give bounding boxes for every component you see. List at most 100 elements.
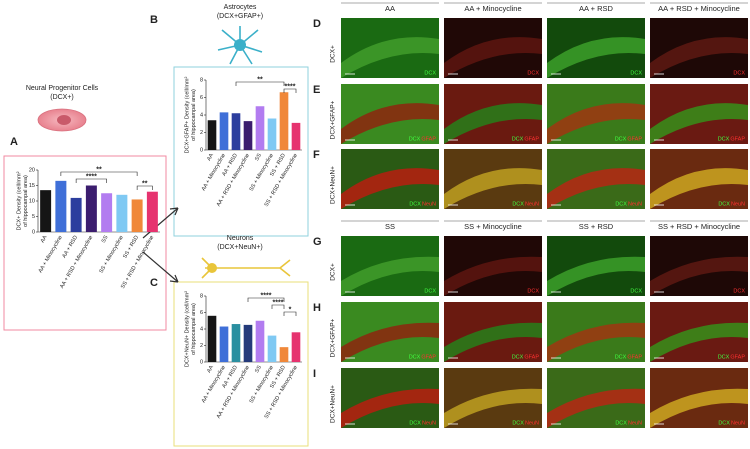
significance-label: ** [96,166,102,173]
row-letter: H [313,302,321,314]
micrograph: DCX [444,18,542,78]
stain-label: DCX [718,136,730,142]
panel-letter: B [150,14,158,26]
bar [146,191,158,232]
y-tick-label: 15 [29,183,35,189]
x-tick-label: SS [254,364,263,374]
astrocyte-body [234,39,246,51]
y-tick-label: 0 [200,147,203,153]
bar [243,324,253,362]
significance-label: ** [142,180,148,187]
bar [70,197,82,232]
stain-label: DCX [424,288,436,294]
stain-label: DCX [409,201,421,207]
tissue-layer [341,37,439,78]
stain-label: DCX [512,136,524,142]
significance-bracket [247,297,285,302]
tissue-layer [547,322,645,362]
column-header: SS + RSD + Minocycline [658,222,740,231]
tissue-layer [547,37,645,78]
micrograph: DCX [650,236,748,296]
stain-label: DCX [630,70,642,76]
bar [219,112,229,150]
tissue-layer [650,388,748,428]
bar [131,199,143,232]
tissue-layer [547,168,645,209]
column-header: SS + Minocycline [464,222,522,231]
significance-label: **** [86,173,97,180]
bar [255,320,265,362]
tissue-layer [341,256,439,296]
row-label: DCX+GFAP+ [330,100,337,139]
bar [279,347,289,362]
bar [279,92,289,150]
tissue-layer [444,322,542,362]
stain-label: GFAP [524,354,539,360]
significance-bracket [271,304,285,309]
x-tick-label: SS [101,234,110,244]
tissue-layer [547,388,645,428]
row-letter: G [313,236,322,248]
stain-label: GFAP [524,136,539,142]
tissue-layer [444,388,542,428]
tissue-layer [650,322,748,362]
row-label: DCX+ [330,263,337,281]
x-tick-label: AA [206,152,215,162]
stain-label: GFAP [421,136,436,142]
stain-label: NeuN [525,201,539,207]
tissue-layer [341,168,439,209]
row-label: DCX+NeuN+ [330,166,337,204]
bar [219,326,229,362]
stain-label: DCX [718,201,730,207]
significance-bracket [283,88,297,93]
significance-label: * [289,306,292,313]
significance-bracket [75,178,107,183]
stain-label: GFAP [730,136,745,142]
bar [207,120,217,150]
column-header: AA [385,4,395,13]
panel-title: (DCX+) [50,94,74,101]
stain-label: DCX [718,354,730,360]
significance-label: ** [257,76,263,83]
stain-label: DCX [615,136,627,142]
y-tick-label: 4 [200,112,203,118]
stain-label: NeuN [422,420,436,426]
y-tick-label: 8 [200,293,203,299]
stain-label: NeuN [628,201,642,207]
panel-title: (DCX+NeuN+) [217,244,263,251]
tissue-layer [444,256,542,296]
y-tick-label: 6 [200,310,203,316]
tissue-layer [650,168,748,209]
row-letter: I [313,368,316,380]
bar [267,118,277,150]
stain-label: DCX [512,354,524,360]
row-label: DCX+ [330,45,337,63]
bar [101,193,113,232]
bar [116,194,128,232]
micrograph: DCX [444,236,542,296]
stain-label: DCX [409,354,421,360]
micrograph: DCX [341,18,439,78]
panel-box [173,66,309,237]
panel-title: Neural Progenitor Cells [26,85,99,92]
column-header: SS [385,222,395,231]
column-header: AA + RSD + Minocycline [658,4,740,13]
stain-label: NeuN [422,201,436,207]
bar [55,180,67,232]
x-tick-label: AA [40,234,49,244]
significance-bracket [60,171,138,176]
bar [267,335,277,362]
significance-bracket [283,311,297,316]
y-axis-label: DCX+ Density (cell/mm² [16,171,22,230]
